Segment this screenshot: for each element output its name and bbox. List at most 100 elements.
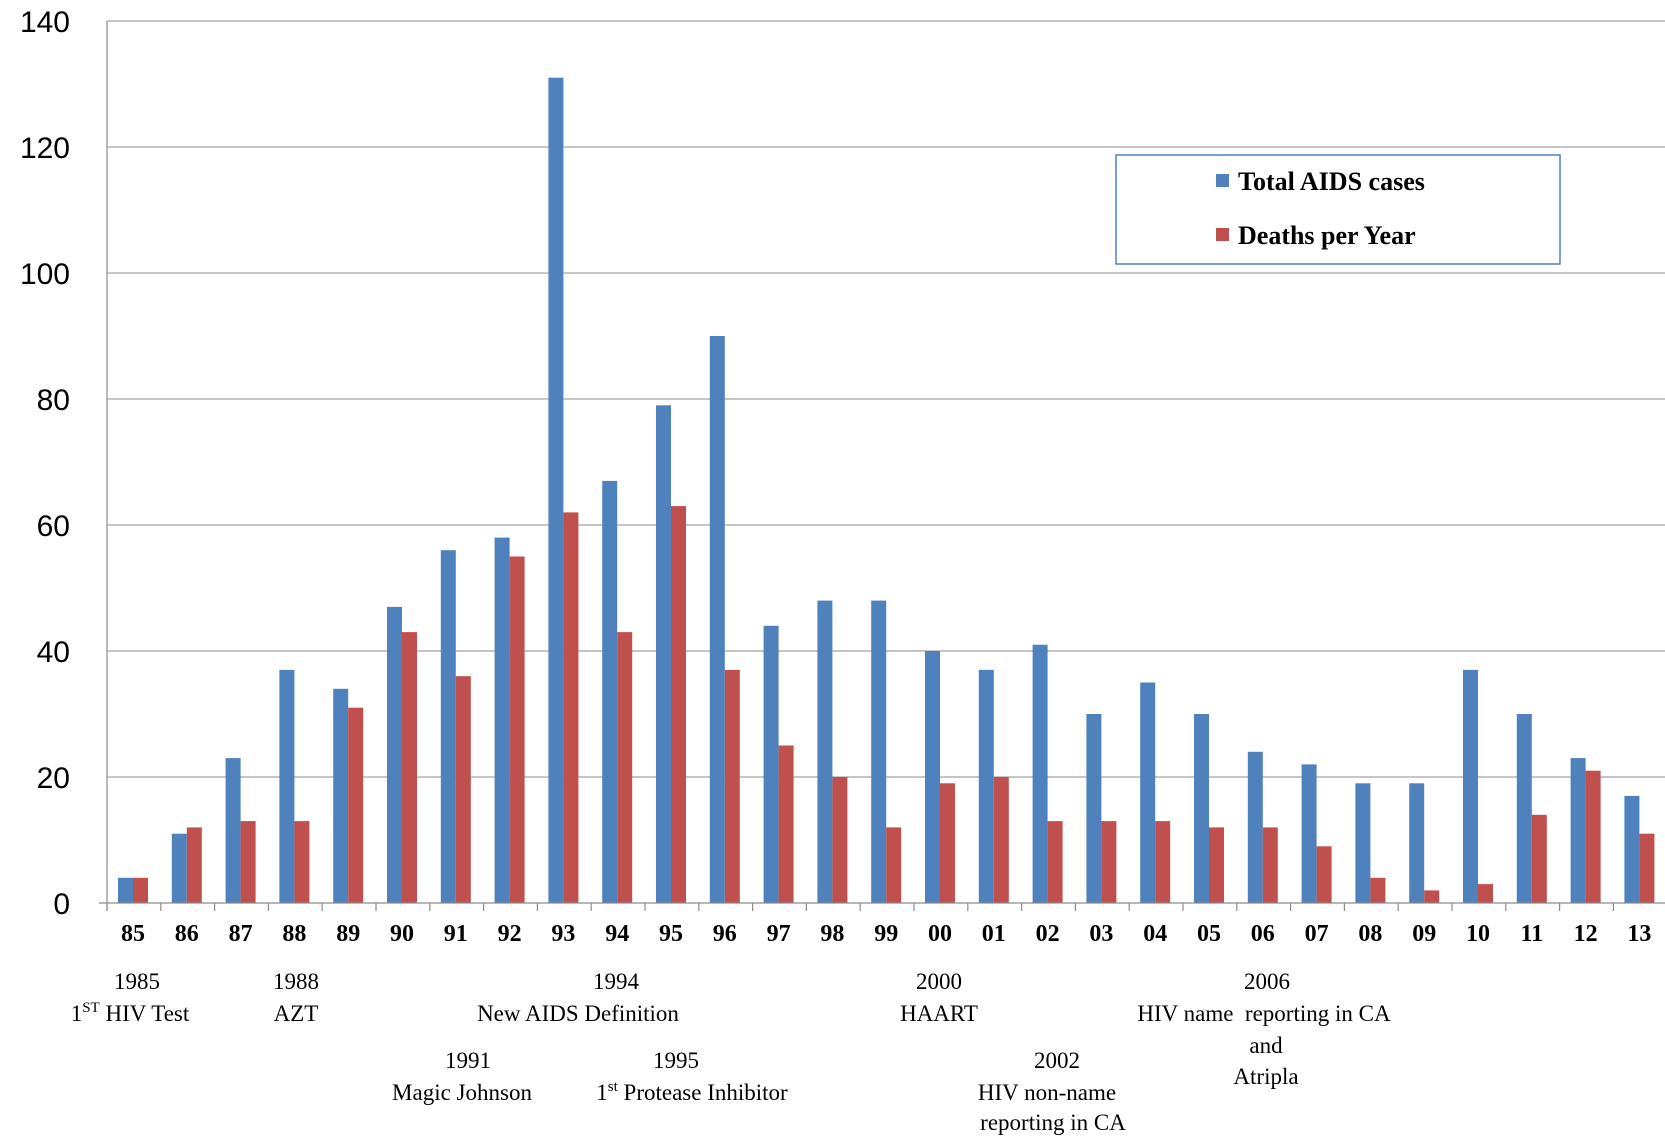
annotation-2002-line1: HIV non-name — [978, 1080, 1116, 1105]
annotation-1995-text: 1st Protease Inhibitor — [596, 1079, 788, 1105]
x-tick-label: 94 — [605, 921, 629, 947]
bar-total-aids-cases — [817, 600, 833, 903]
bar-total-aids-cases — [279, 669, 295, 903]
event-annotations: 1985 1ST HIV Test 1988 AZT 1991 Magic Jo… — [71, 969, 1391, 1135]
bar-total-aids-cases — [440, 550, 456, 903]
bar-total-aids-cases — [494, 537, 510, 903]
x-tick-label: 13 — [1627, 921, 1651, 947]
axes — [99, 21, 1665, 911]
bar-deaths-per-year — [1585, 770, 1601, 903]
bar-deaths-per-year — [832, 777, 848, 903]
x-tick-label: 03 — [1089, 921, 1113, 947]
bar-total-aids-cases — [1247, 751, 1263, 903]
bar-deaths-per-year — [1209, 827, 1224, 903]
x-tick-label: 12 — [1574, 921, 1598, 947]
bar-total-aids-cases — [1140, 682, 1156, 903]
bar-total-aids-cases — [1194, 714, 1209, 903]
x-tick-label: 10 — [1466, 921, 1490, 947]
annotation-1995-year: 1995 — [653, 1048, 699, 1073]
bar-total-aids-cases — [548, 77, 564, 903]
y-tick-label: 20 — [37, 762, 70, 795]
annotation-1988-year: 1988 — [273, 969, 319, 994]
bar-total-aids-cases — [387, 606, 402, 903]
annotation-2006-year: 2006 — [1244, 969, 1290, 994]
bar-deaths-per-year — [940, 783, 955, 903]
bar-deaths-per-year — [509, 556, 525, 903]
bar-deaths-per-year — [724, 669, 740, 903]
gridlines — [107, 20, 1665, 778]
bars — [118, 77, 1655, 903]
annotation-2000-year: 2000 — [916, 969, 962, 994]
y-tick-label: 0 — [53, 888, 70, 921]
annotation-1985-text: 1ST HIV Test — [71, 1000, 190, 1026]
legend-swatch-total-aids-cases — [1216, 174, 1229, 187]
x-tick-label: 91 — [444, 921, 468, 947]
bar-deaths-per-year — [1101, 821, 1117, 903]
x-tick-labels: 85 86 87 88 89 90 91 92 93 94 95 96 97 98 99 00 01 02 03 04… — [121, 921, 1651, 947]
x-tick-label: 95 — [659, 921, 683, 947]
bar-total-aids-cases — [171, 833, 187, 903]
annotation-2002-line2: reporting in CA — [980, 1110, 1126, 1135]
x-tick-label: 87 — [229, 921, 253, 947]
bar-deaths-per-year — [993, 777, 1009, 903]
bar-total-aids-cases — [1355, 783, 1371, 903]
y-tick-label: 100 — [20, 258, 70, 291]
bar-total-aids-cases — [225, 758, 241, 903]
bar-deaths-per-year — [563, 512, 579, 903]
annotation-1991-text: Magic Johnson — [392, 1080, 532, 1105]
bar-deaths-per-year — [886, 827, 902, 903]
annotation-2000-text: HAART — [900, 1001, 978, 1026]
x-tick-label: 05 — [1197, 921, 1221, 947]
annotation-2002-year: 2002 — [1034, 1048, 1080, 1073]
x-tick-label: 93 — [551, 921, 575, 947]
x-tick-label: 88 — [282, 921, 306, 947]
bar-deaths-per-year — [1155, 821, 1171, 903]
legend-box — [1115, 154, 1561, 265]
bar-total-aids-cases — [1032, 644, 1048, 903]
x-tick-label: 92 — [498, 921, 522, 947]
x-tick-label: 11 — [1520, 921, 1543, 947]
bar-total-aids-cases — [1516, 714, 1532, 903]
annotation-1994-year: 1994 — [593, 969, 640, 994]
x-tick-label: 86 — [175, 921, 199, 947]
x-tick-label: 09 — [1412, 921, 1436, 947]
x-tick-label: 90 — [390, 921, 414, 947]
bar-deaths-per-year — [455, 676, 471, 903]
bar-total-aids-cases — [978, 669, 994, 903]
bar-total-aids-cases — [1624, 795, 1640, 903]
bar-total-aids-cases — [118, 877, 133, 903]
bar-deaths-per-year — [778, 745, 794, 903]
x-tick-label: 01 — [982, 921, 1006, 947]
y-tick-label: 40 — [37, 636, 70, 669]
bar-deaths-per-year — [294, 821, 310, 903]
x-tick-label: 89 — [336, 921, 360, 947]
x-tick-label: 08 — [1358, 921, 1382, 947]
x-tick-label: 00 — [928, 921, 952, 947]
x-tick-label: 99 — [874, 921, 898, 947]
bar-total-aids-cases — [656, 405, 671, 903]
annotation-1985-year: 1985 — [114, 969, 160, 994]
annotation-2006-line1: HIV name reporting in CA — [1137, 1001, 1391, 1026]
annotation-1991-year: 1991 — [445, 1048, 491, 1073]
y-tick-label: 60 — [37, 510, 70, 543]
bar-deaths-per-year — [1639, 833, 1655, 903]
bar-deaths-per-year — [617, 632, 633, 903]
annotation-2006-line2: and — [1249, 1033, 1283, 1058]
legend-swatch-deaths-per-year — [1216, 228, 1229, 241]
bar-total-aids-cases — [1463, 669, 1478, 903]
y-tick-labels: 0 20 40 60 80 100 120 140 — [20, 6, 70, 921]
bar-total-aids-cases — [871, 600, 887, 903]
bar-total-aids-cases — [763, 625, 779, 903]
bar-deaths-per-year — [671, 506, 686, 903]
bar-deaths-per-year — [186, 827, 202, 903]
x-tick-label: 85 — [121, 921, 145, 947]
y-tick-label: 120 — [20, 132, 70, 165]
bar-total-aids-cases — [925, 651, 940, 903]
bar-total-aids-cases — [1409, 783, 1425, 903]
x-tick-label: 97 — [767, 921, 791, 947]
bar-total-aids-cases — [709, 336, 725, 903]
y-tick-label: 80 — [37, 384, 70, 417]
bar-total-aids-cases — [1301, 764, 1317, 903]
bar-deaths-per-year — [1316, 846, 1332, 903]
annotation-2006-line3: Atripla — [1233, 1064, 1298, 1089]
